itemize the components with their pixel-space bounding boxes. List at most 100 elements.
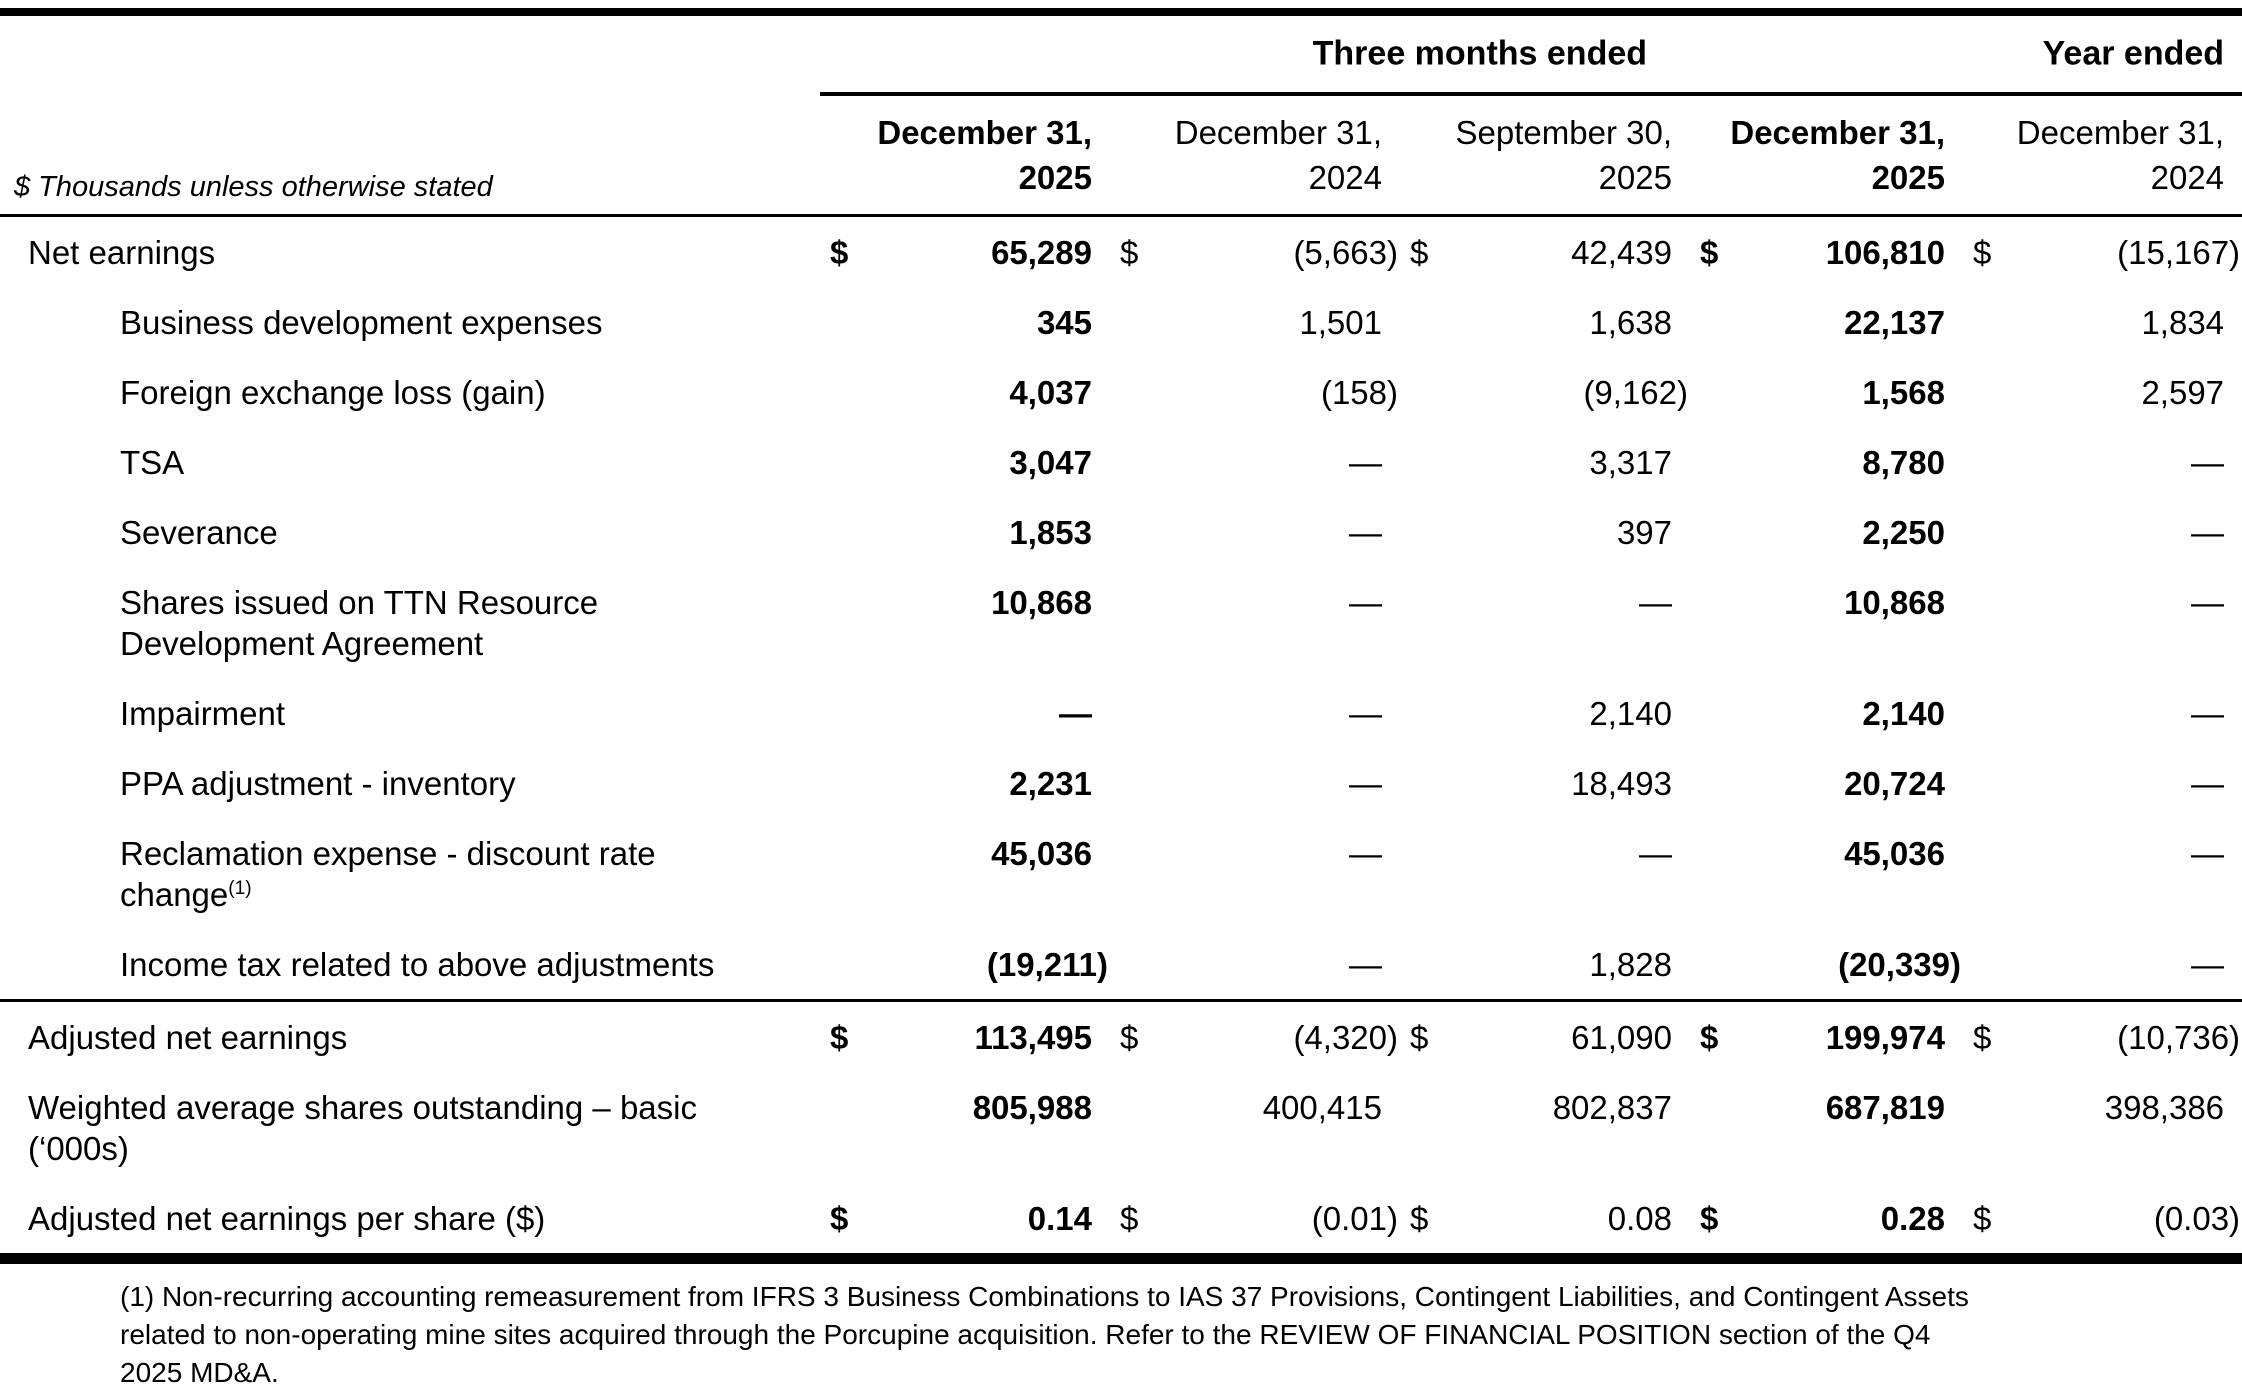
cell-value: (4,320) bbox=[1293, 1019, 1398, 1056]
cell-value: 22,137 bbox=[1844, 304, 1945, 341]
cell-value: 8,780 bbox=[1862, 444, 1945, 481]
value-cell: 2,140 bbox=[1690, 678, 1963, 748]
cell-value: — bbox=[2191, 835, 2225, 872]
table-row: Severance 1,853 — 397 2,250 — bbox=[0, 497, 2242, 567]
table-row: Adjusted net earnings per share ($) $0.14… bbox=[0, 1183, 2242, 1264]
row-label-cell: Severance bbox=[0, 497, 820, 567]
row-label: Shares issued on TTN Resource Developmen… bbox=[120, 584, 599, 662]
cell-value: — bbox=[1349, 444, 1382, 481]
cell-value: 805,988 bbox=[972, 1089, 1092, 1126]
value-cell: — bbox=[1110, 748, 1400, 818]
table-row: Foreign exchange loss (gain) 4,037 (158) (9… bbox=[0, 357, 2242, 427]
table-row: TSA 3,047 — 3,317 8,780 — bbox=[0, 427, 2242, 497]
value-cell: 8,780 bbox=[1690, 427, 1963, 497]
cell-value: 18,493 bbox=[1571, 765, 1672, 802]
value-cell: 4,037 bbox=[820, 357, 1110, 427]
currency-symbol: $ bbox=[1700, 234, 1719, 271]
value-cell: $65,289 bbox=[820, 216, 1110, 288]
cell-value: (9,162) bbox=[1583, 374, 1688, 411]
value-cell: — bbox=[1110, 497, 1400, 567]
row-label-cell: TSA bbox=[0, 427, 820, 497]
value-cell: 2,250 bbox=[1690, 497, 1963, 567]
value-cell: (19,211) bbox=[820, 929, 1110, 1001]
row-label-cell: PPA adjustment - inventory bbox=[0, 748, 820, 818]
value-cell: — bbox=[1110, 929, 1400, 1001]
column-header-line1: December 31, bbox=[2016, 114, 2225, 151]
cell-value: 0.14 bbox=[1027, 1200, 1092, 1237]
cell-value: 687,819 bbox=[1825, 1089, 1945, 1126]
value-cell: 2,597 bbox=[1963, 357, 2242, 427]
table-row: PPA adjustment - inventory 2,231 — 18,493 20… bbox=[0, 748, 2242, 818]
column-header: September 30, 2025 bbox=[1400, 94, 1690, 217]
footnote: (1) Non-recurring accounting remeasureme… bbox=[120, 1281, 1969, 1388]
cell-value: 0.28 bbox=[1880, 1200, 1945, 1237]
currency-symbol: $ bbox=[1700, 1019, 1719, 1056]
value-cell: — bbox=[1963, 678, 2242, 748]
cell-value: 65,289 bbox=[991, 234, 1092, 271]
cell-value: 1,568 bbox=[1862, 374, 1945, 411]
cell-value: — bbox=[2191, 514, 2225, 551]
currency-symbol: $ bbox=[830, 1019, 849, 1056]
value-cell: $0.14 bbox=[820, 1183, 1110, 1264]
column-header-line2: 2025 bbox=[1018, 159, 1092, 196]
adjusted-net-earnings-table: Three months ended Year ended $ Thousand… bbox=[0, 8, 2242, 1264]
value-cell: 1,853 bbox=[820, 497, 1110, 567]
value-cell: 10,868 bbox=[820, 567, 1110, 678]
currency-symbol: $ bbox=[1120, 1200, 1139, 1237]
cell-value: — bbox=[1349, 695, 1382, 732]
value-cell: 45,036 bbox=[1690, 818, 1963, 929]
value-cell: $61,090 bbox=[1400, 999, 1690, 1072]
value-cell: 3,047 bbox=[820, 427, 1110, 497]
row-label-cell: Shares issued on TTN Resource Developmen… bbox=[0, 567, 820, 678]
cell-value: 2,231 bbox=[1009, 765, 1092, 802]
value-cell: $42,439 bbox=[1400, 216, 1690, 288]
value-cell: $ (5,663) bbox=[1110, 216, 1400, 288]
row-label: PPA adjustment - inventory bbox=[120, 765, 516, 802]
column-header-line1: December 31, bbox=[877, 114, 1092, 151]
column-header-line2: 2024 bbox=[2150, 159, 2225, 196]
value-cell: 805,988 bbox=[820, 1072, 1110, 1183]
cell-value: — bbox=[1349, 765, 1382, 802]
table-row: Income tax related to above adjustments (… bbox=[0, 929, 2242, 1001]
currency-symbol: $ bbox=[1973, 234, 1992, 271]
period-group-cell: Three months ended Year ended bbox=[820, 12, 2242, 96]
value-cell: $ (0.01) bbox=[1110, 1183, 1400, 1264]
value-cell: $113,495 bbox=[820, 999, 1110, 1072]
column-header: December 31, 2025 bbox=[1690, 94, 1963, 217]
cell-value: 398,386 bbox=[2104, 1089, 2225, 1126]
table-row: Shares issued on TTN Resource Developmen… bbox=[0, 567, 2242, 678]
value-cell: — bbox=[1963, 567, 2242, 678]
value-cell: $ (0.03) bbox=[1963, 1183, 2242, 1264]
period-group-header-row: Three months ended Year ended bbox=[0, 12, 2242, 96]
value-cell: 397 bbox=[1400, 497, 1690, 567]
value-cell: 345 bbox=[820, 287, 1110, 357]
value-cell: 1,568 bbox=[1690, 357, 1963, 427]
cell-value: 42,439 bbox=[1571, 234, 1672, 271]
cell-value: 1,834 bbox=[2141, 304, 2225, 341]
table-row: Impairment — — 2,140 2,140 — bbox=[0, 678, 2242, 748]
row-label: Foreign exchange loss (gain) bbox=[120, 374, 546, 411]
cell-value: 113,495 bbox=[974, 1019, 1092, 1056]
cell-value: 400,415 bbox=[1262, 1089, 1382, 1126]
value-cell: 400,415 bbox=[1110, 1072, 1400, 1183]
row-label: Weighted average shares outstanding – ba… bbox=[28, 1089, 697, 1167]
empty-corner-cell bbox=[0, 12, 820, 94]
column-header: December 31, 2025 bbox=[820, 94, 1110, 217]
table-row: Reclamation expense - discount rate chan… bbox=[0, 818, 2242, 929]
cell-value: — bbox=[1639, 584, 1672, 621]
cell-value: 1,501 bbox=[1299, 304, 1382, 341]
currency-symbol: $ bbox=[1410, 1019, 1429, 1056]
currency-symbol: $ bbox=[1410, 234, 1429, 271]
currency-symbol: $ bbox=[1410, 1200, 1429, 1237]
cell-value: 1,828 bbox=[1589, 946, 1672, 983]
cell-value: (158) bbox=[1320, 374, 1398, 411]
value-cell: $106,810 bbox=[1690, 216, 1963, 288]
value-cell: (158) bbox=[1110, 357, 1400, 427]
cell-value: — bbox=[2191, 765, 2225, 802]
value-cell: 802,837 bbox=[1400, 1072, 1690, 1183]
value-cell: — bbox=[1963, 497, 2242, 567]
row-label-cell: Adjusted net earnings per share ($) bbox=[0, 1183, 820, 1264]
value-cell: — bbox=[820, 678, 1110, 748]
currency-symbol: $ bbox=[1120, 1019, 1139, 1056]
